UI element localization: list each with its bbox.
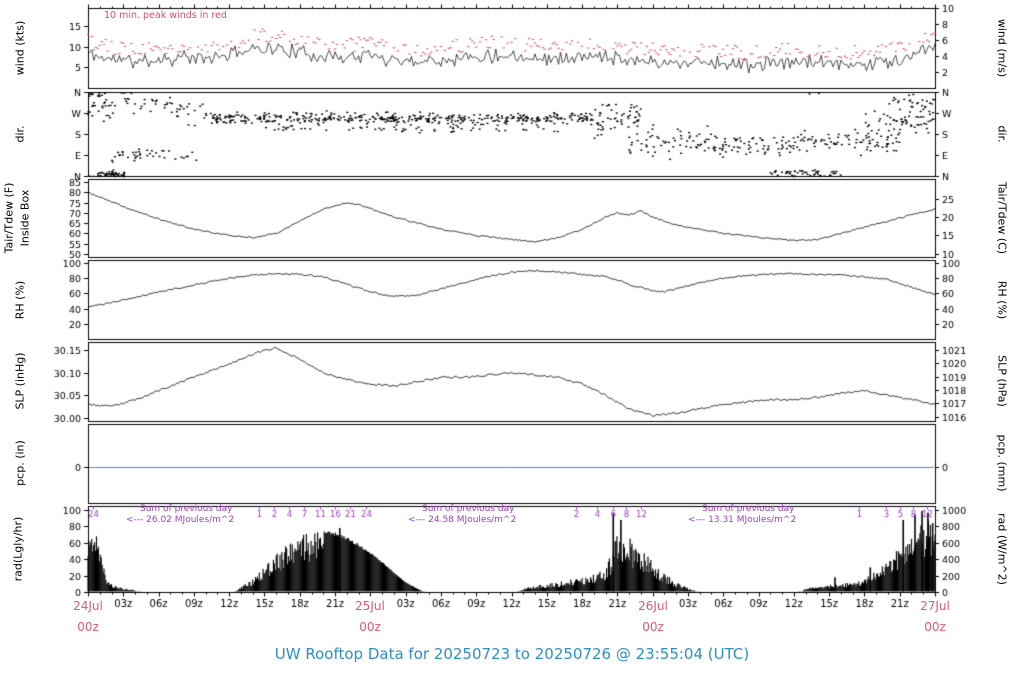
x-date-hour: 00z [642, 620, 664, 634]
peak-winds-note: 10 min. peak winds in red [104, 10, 227, 21]
axis-title-rad-wm2: rad (W/m^2) [995, 513, 1009, 585]
x-date-label: 26Jul [638, 599, 668, 613]
x-date-hour: 00z [924, 620, 946, 634]
rad-sum-2-line1: Sum of previous day [422, 504, 515, 514]
chart-caption: UW Rooftop Data for 20250723 to 20250726… [274, 645, 750, 663]
rad-sum-annotation-2: Sum of previous day <--- 24.58 MJoules/m… [408, 504, 516, 526]
axis-title-inside-box: Inside Box [18, 189, 32, 247]
x-date-26jul: 26Jul 00z [638, 596, 668, 638]
rad-sum-annotation-3: Sum of previous day <--- 13.31 MJoules/m… [688, 504, 796, 526]
rad-sum-3-line1: Sum of previous day [702, 504, 795, 514]
x-date-label: 24Jul [73, 599, 103, 613]
axis-title-dir-right: dir. [995, 125, 1009, 143]
x-date-label: 25Jul [355, 599, 385, 613]
rad-sum-1-line2: <--- 26.02 MJoules/m^2 [126, 515, 235, 525]
axis-title-tair-c: Tair/Tdew (C) [995, 181, 1009, 255]
rad-sum-3-line2: <--- 13.31 MJoules/m^2 [688, 515, 797, 525]
rad-sum-1-line1: Sum of previous day [140, 504, 233, 514]
axis-title-wind-ms: wind (m/s) [995, 18, 1009, 78]
x-date-24jul: 24Jul 00z [73, 596, 103, 638]
axis-title-slp-inhg: SLP (inHg) [13, 352, 27, 410]
axis-title-dir-left: dir. [13, 125, 27, 143]
axis-title-pcp-mm: pcp. (mm) [995, 434, 1009, 492]
x-date-hour: 00z [77, 620, 99, 634]
x-date-hour: 00z [359, 620, 381, 634]
rad-sum-2-line2: <--- 24.58 MJoules/m^2 [408, 515, 517, 525]
axis-title-rad-lgly: rad(Lgly/hr) [11, 516, 25, 582]
axis-title-wind-kts: wind (kts) [13, 20, 27, 76]
axis-title-tair-f: Tair/Tdew (F) [2, 182, 16, 254]
x-date-25jul: 25Jul 00z [355, 596, 385, 638]
x-date-27jul: 27Jul 00z [920, 596, 950, 638]
rad-sum-annotation-1: Sum of previous day <--- 26.02 MJoules/m… [126, 504, 234, 526]
x-date-label: 27Jul [920, 599, 950, 613]
axis-title-rh-left: RH (%) [13, 280, 27, 320]
axis-title-rh-right: RH (%) [995, 280, 1009, 320]
axis-title-pcp-in: pcp. (in) [13, 440, 27, 486]
axis-title-slp-hpa: SLP (hPa) [995, 355, 1009, 407]
